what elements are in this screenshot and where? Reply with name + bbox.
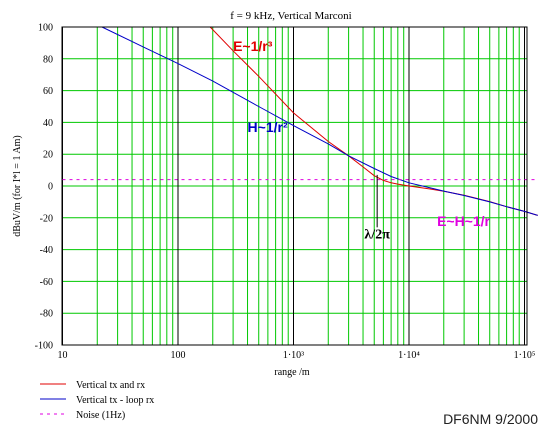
- y-tick-label: 0: [48, 182, 53, 193]
- x-tick-labels: 10 100 1·10³ 1·10⁴ 1·10⁵: [58, 350, 536, 361]
- y-tick-labels: -100 -80 -60 -40 -20 0 20 40 60 80 100: [35, 23, 53, 352]
- y-axis-label: dBuV/m (for I*l = 1 Am): [12, 135, 23, 236]
- legend-label-1: Vertical tx - loop rx: [76, 395, 154, 406]
- y-tick-label: -20: [40, 213, 53, 224]
- y-tick-label: 20: [43, 150, 53, 161]
- x-tick-label: 1·10⁴: [398, 350, 420, 361]
- y-tick-label: -60: [40, 277, 53, 288]
- x-tick-label: 100: [171, 350, 186, 361]
- y-tick-label: 40: [43, 118, 53, 129]
- annotation-1: H~1/r²: [248, 119, 288, 135]
- series-layer: [62, 26, 538, 216]
- series-line-1: [101, 26, 538, 216]
- legend: Vertical tx and rx Vertical tx - loop rx N…: [40, 380, 154, 421]
- x-tick-label: 1·10⁵: [514, 350, 536, 361]
- legend-label-2: Noise (1Hz): [76, 410, 125, 421]
- chart-title: f = 9 kHz, Vertical Marconi: [230, 10, 351, 22]
- annotation-3: E~H~1/r: [437, 213, 490, 229]
- annotation-0: E~1/r³: [233, 38, 273, 54]
- y-tick-label: -80: [40, 309, 53, 320]
- y-tick-label: 100: [38, 23, 53, 34]
- credit-text: DF6NM 9/2000: [443, 411, 538, 427]
- plot-area: [61, 26, 538, 346]
- annotation-2: λ/2π: [364, 227, 390, 242]
- y-tick-label: -40: [40, 245, 53, 256]
- x-tick-label: 10: [58, 350, 68, 361]
- y-tick-label: 80: [43, 54, 53, 65]
- annotations: E~1/r³ H~1/r² λ/2π E~H~1/r: [233, 38, 490, 243]
- x-tick-label: 1·10³: [283, 350, 304, 361]
- plot-frame: [61, 26, 528, 346]
- legend-label-0: Vertical tx and rx: [76, 380, 145, 391]
- y-tick-label: 60: [43, 86, 53, 97]
- y-tick-label: -100: [35, 341, 53, 352]
- x-axis-label: range /m: [274, 367, 309, 378]
- grid-minor: [62, 26, 527, 346]
